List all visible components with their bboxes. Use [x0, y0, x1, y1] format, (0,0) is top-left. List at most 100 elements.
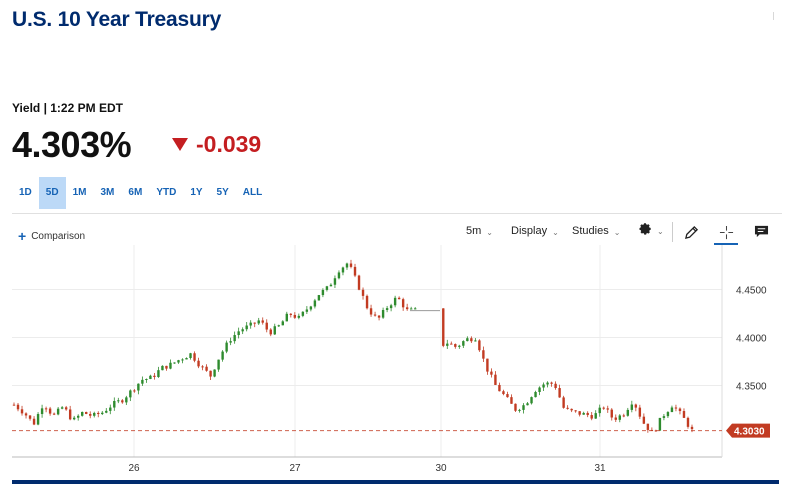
candle-body	[28, 415, 32, 419]
range-1d[interactable]: 1D	[19, 187, 32, 198]
candle-body	[582, 412, 585, 415]
candle-body	[173, 362, 176, 364]
studies-dropdown[interactable]: Studies ⌄	[572, 224, 620, 238]
candle-body	[518, 409, 521, 411]
draw-button[interactable]	[680, 222, 702, 242]
range-all[interactable]: ALL	[242, 187, 263, 198]
chevron-down-icon: ⌄	[552, 228, 559, 237]
range-5d[interactable]: 5D	[38, 177, 66, 209]
candle-body	[197, 360, 200, 367]
candle-body	[209, 370, 212, 377]
candle-body	[137, 383, 140, 391]
crosshair-icon	[719, 225, 733, 239]
annotation-button[interactable]	[750, 222, 772, 242]
settings-dropdown[interactable]: ⌄	[639, 223, 664, 236]
crosshair-button[interactable]	[715, 222, 737, 242]
candle-body	[638, 407, 642, 417]
candle-body	[510, 397, 513, 404]
candle-body	[610, 409, 613, 418]
plus-icon: +	[18, 228, 27, 244]
candle-body	[81, 411, 84, 416]
candle-body	[325, 286, 329, 290]
candle-body	[482, 350, 485, 359]
candle-body	[329, 284, 333, 287]
candle-body	[277, 325, 280, 327]
x-tick-label: 26	[128, 463, 140, 474]
candle-body	[546, 382, 549, 385]
candle-body	[24, 413, 28, 416]
range-selector: 1D 5D 1M 3M 6M YTD 1Y 5Y ALL	[12, 177, 269, 209]
candle-body	[634, 404, 638, 408]
candle-body	[530, 397, 533, 404]
candle-body	[498, 384, 501, 392]
candle-body	[389, 305, 393, 309]
candle-body	[446, 343, 449, 346]
candle-body	[494, 374, 497, 385]
chart-canvas[interactable]: 4.3500 4.4000 4.4500 26 27 30 31 4.3030	[0, 245, 785, 488]
candle-body	[377, 315, 381, 318]
candle-body	[169, 362, 172, 369]
candle-body	[273, 326, 276, 335]
candle-body	[181, 359, 184, 361]
active-tool-indicator	[714, 243, 738, 245]
price-chart[interactable]: 4.3500 4.4000 4.4500 26 27 30 31 4.3030	[0, 245, 785, 488]
candle-body	[381, 309, 385, 318]
comparison-button[interactable]: + Comparison	[18, 228, 85, 244]
candle-body	[385, 308, 389, 310]
candle-body	[165, 365, 168, 369]
candle-body	[68, 409, 72, 420]
candle-body	[56, 408, 60, 415]
candle-body	[121, 400, 124, 403]
last-price-tag-label: 4.3030	[734, 427, 765, 438]
candle-body	[133, 390, 136, 392]
range-3m[interactable]: 3M	[100, 187, 115, 198]
candle-body	[598, 407, 601, 414]
candle-body	[554, 383, 557, 389]
candle-body	[586, 412, 589, 416]
gear-icon	[639, 223, 651, 235]
candle-body	[341, 267, 345, 273]
candle-body	[321, 289, 325, 296]
candle-body	[349, 263, 353, 267]
range-ytd[interactable]: YTD	[156, 187, 177, 198]
y-tick-label: 4.4500	[736, 285, 767, 296]
candle-body	[153, 375, 156, 378]
candle-body	[474, 340, 477, 342]
candle-body	[157, 370, 160, 378]
candle-body	[297, 315, 301, 318]
candle-body	[550, 382, 553, 384]
change-value: -0.039	[196, 131, 262, 157]
display-dropdown[interactable]: Display ⌄	[511, 224, 559, 238]
candle-body	[514, 403, 517, 411]
candle-body	[646, 423, 650, 430]
divider	[773, 12, 774, 20]
range-5y[interactable]: 5Y	[216, 187, 229, 198]
interval-dropdown[interactable]: 5m ⌄	[466, 224, 493, 238]
candle-body	[245, 325, 248, 330]
candle-body	[237, 331, 240, 336]
candle-body	[205, 366, 208, 371]
candle-body	[241, 329, 244, 332]
candle-body	[201, 366, 204, 368]
candle-body	[233, 335, 236, 342]
candle-body	[52, 413, 56, 415]
candle-body	[630, 404, 634, 410]
candle-body	[12, 404, 16, 406]
range-6m[interactable]: 6M	[128, 187, 143, 198]
range-1y[interactable]: 1Y	[190, 187, 203, 198]
candle-body	[225, 342, 228, 352]
candle-body	[397, 297, 401, 300]
range-1m[interactable]: 1M	[72, 187, 87, 198]
candle-body	[458, 345, 461, 347]
candle-body	[361, 289, 365, 296]
candle-body	[305, 309, 309, 312]
price-change: -0.039	[172, 131, 261, 158]
candle-body	[193, 353, 196, 361]
candle-body	[442, 308, 445, 346]
candle-body	[626, 409, 630, 416]
candle-body	[113, 400, 116, 408]
candle-body	[542, 384, 545, 388]
candle-body	[44, 408, 48, 410]
candle-body	[48, 408, 52, 414]
candle-body	[666, 412, 670, 417]
